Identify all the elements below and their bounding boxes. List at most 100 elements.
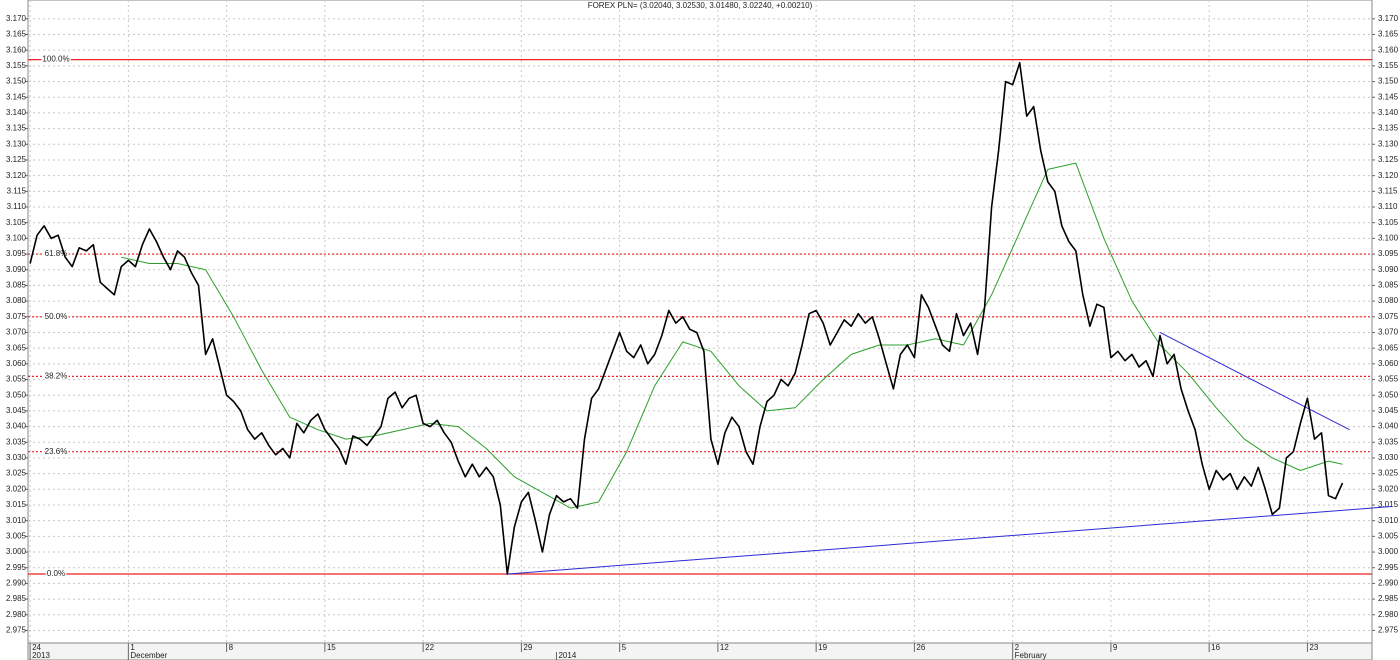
x-tick-label: 23 — [1309, 643, 1318, 652]
y-tick-label: 3.000 — [1378, 547, 1399, 556]
x-tick-label: 15 — [327, 643, 336, 652]
fib-label: 100.0% — [42, 55, 69, 64]
y-tick-label: 3.080 — [1378, 296, 1399, 305]
y-tick-label: 3.160 — [6, 45, 27, 54]
trend-line — [507, 506, 1392, 575]
chart-title: FOREX PLN= (3.02040, 3.02530, 3.01480, 3… — [588, 1, 813, 10]
y-tick-label: 3.060 — [1378, 359, 1399, 368]
y-tick-label: 3.050 — [1378, 390, 1399, 399]
y-tick-label: 3.060 — [6, 359, 27, 368]
y-tick-label: 3.025 — [6, 469, 27, 478]
x-tick-label: 9 — [1113, 643, 1118, 652]
y-tick-label: 3.115 — [7, 186, 27, 195]
y-tick-label: 3.065 — [6, 343, 27, 352]
y-tick-label: 3.085 — [1378, 281, 1399, 290]
y-tick-label: 3.165 — [6, 30, 27, 39]
y-tick-label: 3.115 — [1378, 186, 1398, 195]
y-tick-label: 3.020 — [6, 484, 27, 493]
y-tick-label: 3.020 — [1378, 484, 1399, 493]
y-tick-label: 3.145 — [6, 92, 27, 101]
y-tick-label: 3.125 — [6, 155, 27, 164]
y-tick-label: 3.080 — [6, 296, 27, 305]
y-tick-label: 3.140 — [6, 108, 27, 117]
y-tick-label: 3.140 — [1378, 108, 1399, 117]
y-tick-label: 3.055 — [1378, 375, 1399, 384]
y-tick-label: 2.980 — [6, 610, 27, 619]
y-tick-label: 2.985 — [6, 594, 27, 603]
x-tick-label: 1 — [130, 643, 135, 652]
y-tick-label: 3.105 — [6, 218, 27, 227]
y-tick-label: 3.025 — [1378, 469, 1399, 478]
y-tick-label: 3.105 — [1378, 218, 1399, 227]
fib-label: 38.2% — [45, 371, 68, 380]
y-tick-label: 3.120 — [6, 171, 27, 180]
y-tick-label: 3.040 — [1378, 422, 1399, 431]
x-axis-bar — [27, 642, 1373, 660]
y-tick-label: 3.095 — [1378, 249, 1399, 258]
y-tick-label: 3.135 — [1378, 124, 1399, 133]
y-tick-label: 3.145 — [1378, 92, 1399, 101]
x-tick-label: 22 — [425, 643, 434, 652]
y-tick-label: 3.070 — [1378, 328, 1399, 337]
x-tick-label: 26 — [916, 643, 925, 652]
x-group-label: 2014 — [558, 651, 576, 660]
y-tick-label: 3.005 — [1378, 531, 1399, 540]
y-tick-label: 3.035 — [1378, 437, 1399, 446]
trend-line — [1159, 332, 1350, 431]
y-tick-label: 3.000 — [6, 547, 27, 556]
fib-label: 50.0% — [45, 312, 68, 321]
y-tick-label: 3.095 — [6, 249, 27, 258]
y-tick-label: 3.075 — [1378, 312, 1399, 321]
y-tick-label: 3.125 — [1378, 155, 1399, 164]
y-tick-label: 2.975 — [6, 626, 27, 635]
y-tick-label: 3.170 — [6, 14, 27, 23]
y-tick-label: 3.065 — [1378, 343, 1399, 352]
y-tick-label: 3.090 — [6, 265, 27, 274]
y-tick-label: 3.090 — [1378, 265, 1399, 274]
y-tick-label: 3.035 — [6, 437, 27, 446]
y-tick-label: 3.030 — [6, 453, 27, 462]
x-group-label: December — [130, 651, 167, 660]
y-tick-label: 3.100 — [1378, 233, 1399, 242]
y-tick-label: 2.995 — [6, 563, 27, 572]
y-tick-label: 3.130 — [1378, 139, 1399, 148]
y-tick-label: 2.990 — [1378, 579, 1399, 588]
y-tick-label: 3.045 — [6, 406, 27, 415]
y-tick-label: 3.110 — [7, 202, 27, 211]
y-tick-label: 3.045 — [1378, 406, 1399, 415]
y-tick-label: 2.980 — [1378, 610, 1399, 619]
x-tick-label: 19 — [818, 643, 827, 652]
y-tick-label: 3.075 — [6, 312, 27, 321]
x-tick-label: 24 — [32, 643, 41, 652]
y-tick-label: 3.015 — [6, 500, 27, 509]
y-tick-label: 3.160 — [1378, 45, 1399, 54]
x-group-label: February — [1015, 651, 1047, 660]
y-tick-label: 3.165 — [1378, 30, 1399, 39]
y-tick-label: 3.135 — [6, 124, 27, 133]
y-tick-label: 2.990 — [6, 579, 27, 588]
y-tick-label: 2.985 — [1378, 594, 1399, 603]
y-tick-label: 3.155 — [1378, 61, 1399, 70]
y-tick-label: 3.100 — [6, 233, 27, 242]
y-tick-label: 2.995 — [1378, 563, 1399, 572]
x-group-label: 2013 — [32, 651, 50, 660]
y-tick-label: 3.085 — [6, 281, 27, 290]
x-tick-label: 12 — [720, 643, 729, 652]
y-tick-label: 3.015 — [1378, 500, 1399, 509]
y-tick-label: 3.030 — [1378, 453, 1399, 462]
y-tick-label: 3.010 — [1378, 516, 1399, 525]
x-tick-label: 29 — [523, 643, 532, 652]
y-tick-label: 3.170 — [1378, 14, 1399, 23]
x-tick-label: 5 — [622, 643, 627, 652]
y-tick-label: 3.150 — [6, 77, 27, 86]
y-tick-label: 3.050 — [6, 390, 27, 399]
y-tick-label: 3.055 — [6, 375, 27, 384]
y-tick-label: 3.110 — [1378, 202, 1398, 211]
y-tick-label: 3.120 — [1378, 171, 1399, 180]
y-tick-label: 3.005 — [6, 531, 27, 540]
y-tick-label: 3.150 — [1378, 77, 1399, 86]
price-line — [29, 61, 1344, 575]
y-tick-label: 3.070 — [6, 328, 27, 337]
